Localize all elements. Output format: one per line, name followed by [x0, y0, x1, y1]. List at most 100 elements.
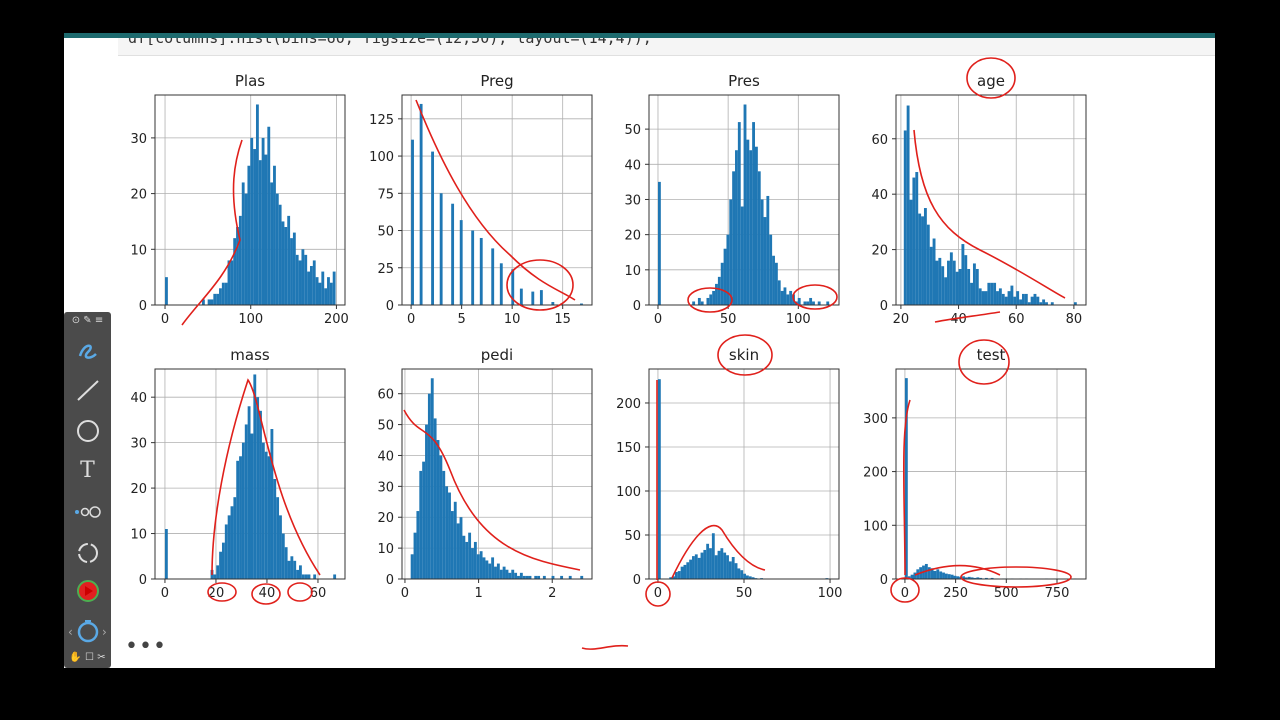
histogram-bar — [935, 260, 939, 305]
histogram-bar — [281, 221, 285, 305]
histogram-bar — [253, 374, 257, 579]
y-tick-label: 40 — [624, 158, 641, 173]
x-tick-label: 0 — [407, 312, 415, 327]
histogram-bar — [669, 577, 673, 579]
histogram-bar — [926, 224, 930, 305]
histogram-bar — [309, 266, 313, 305]
histogram-bar — [709, 548, 712, 579]
histogram-bar — [947, 574, 951, 579]
histogram-bar — [686, 562, 690, 579]
histogram-bar — [233, 497, 237, 579]
histogram-bar — [551, 575, 555, 579]
histogram-bar — [973, 577, 977, 579]
annotation-circle — [890, 577, 920, 603]
circle-icon[interactable] — [64, 418, 111, 444]
histogram-bar — [921, 216, 924, 305]
y-tick-label: 75 — [377, 187, 394, 202]
histogram-bar — [422, 461, 426, 579]
histogram-skin: 0 50 100 0 50 100 150 200 skin — [616, 346, 842, 601]
histogram-bar — [726, 234, 730, 305]
histogram-bar — [737, 568, 741, 579]
histogram-bar — [700, 301, 704, 305]
histogram-bar — [287, 560, 291, 579]
histogram-bar — [213, 293, 217, 305]
histogram-bar — [912, 177, 916, 305]
histogram-bar — [499, 569, 503, 579]
histogram-bar — [270, 182, 274, 305]
histogram-bar — [918, 213, 922, 305]
histogram-bar — [981, 291, 985, 305]
histogram-bar — [657, 181, 661, 305]
color-picker-icon[interactable] — [64, 578, 111, 604]
histogram-bar — [709, 294, 713, 305]
histogram-bar — [471, 548, 474, 579]
histogram-bar — [952, 260, 956, 305]
histogram-bar — [494, 566, 497, 579]
histogram-bar — [479, 237, 483, 305]
toolbar-footer-icons[interactable]: ✋ ☐ ✂ — [69, 652, 106, 663]
histogram-bar — [324, 288, 328, 305]
annotation-stroke — [415, 99, 576, 301]
histogram-bar — [953, 575, 957, 579]
x-tick-label: 80 — [1066, 312, 1083, 327]
histogram-bar — [976, 577, 980, 579]
histogram-bar — [236, 227, 239, 305]
histogram-bar — [987, 282, 991, 305]
toolbar-header-icons[interactable]: ⊙ ✎ ≡ — [71, 315, 104, 326]
histogram-bar — [293, 560, 297, 579]
undo-redo-icon[interactable] — [64, 540, 111, 566]
histogram-bar — [717, 276, 721, 305]
x-tick-label: 0 — [901, 586, 909, 601]
histogram-bar — [672, 576, 675, 579]
x-tick-label: 750 — [1045, 586, 1070, 601]
line-icon[interactable] — [64, 378, 111, 404]
histogram-bar — [313, 574, 317, 579]
timer-icon[interactable]: ‹ › — [64, 618, 111, 644]
pen-icon[interactable] — [64, 338, 111, 364]
histogram-bar — [290, 238, 293, 305]
x-tick-label: 50 — [736, 586, 753, 601]
histogram-bar — [780, 290, 784, 305]
histogram-bar — [327, 277, 330, 305]
histogram-bar — [930, 568, 934, 579]
histogram-bar — [560, 575, 564, 579]
histogram-bar — [284, 227, 288, 305]
histogram-bar — [809, 297, 813, 305]
histogram-bar — [1010, 285, 1014, 305]
histogram-bar — [292, 232, 296, 305]
histogram-bar — [748, 576, 752, 579]
histogram-bar — [677, 571, 681, 579]
histogram-bar — [238, 215, 242, 305]
svg-text:›: › — [102, 625, 107, 639]
histogram-bar — [519, 572, 523, 579]
code-cell[interactable]: df[columns].hist(bins=60, figsize=(12,50… — [118, 38, 1215, 56]
histogram-bar — [329, 282, 333, 305]
more-dots[interactable]: ••• — [125, 634, 167, 659]
y-tick-label: 25 — [377, 262, 394, 277]
histogram-bar — [514, 572, 518, 579]
histogram-bar — [1004, 296, 1008, 305]
histogram-bar — [456, 523, 460, 579]
histogram-bar — [468, 532, 472, 579]
histogram-bar — [258, 160, 262, 305]
histogram-bar — [1021, 293, 1025, 305]
histogram-bar — [990, 282, 994, 305]
axes-frame — [895, 94, 1087, 306]
text-icon[interactable]: T — [80, 458, 95, 483]
histogram-bar — [430, 378, 434, 579]
histogram-bar — [723, 552, 727, 579]
x-tick-label: 0 — [654, 312, 662, 327]
histogram-bar — [692, 301, 696, 305]
histogram-bar — [213, 574, 217, 579]
histogram-bar — [531, 291, 535, 305]
histogram-bar — [737, 122, 741, 306]
chart-title: skin — [729, 346, 759, 364]
annotation-circle — [966, 57, 1016, 99]
stroke-size-icon[interactable] — [64, 502, 111, 522]
histogram-bar — [244, 193, 248, 305]
histogram-bar — [970, 577, 974, 579]
histogram-bar — [746, 139, 750, 305]
histogram-bar — [542, 575, 546, 579]
